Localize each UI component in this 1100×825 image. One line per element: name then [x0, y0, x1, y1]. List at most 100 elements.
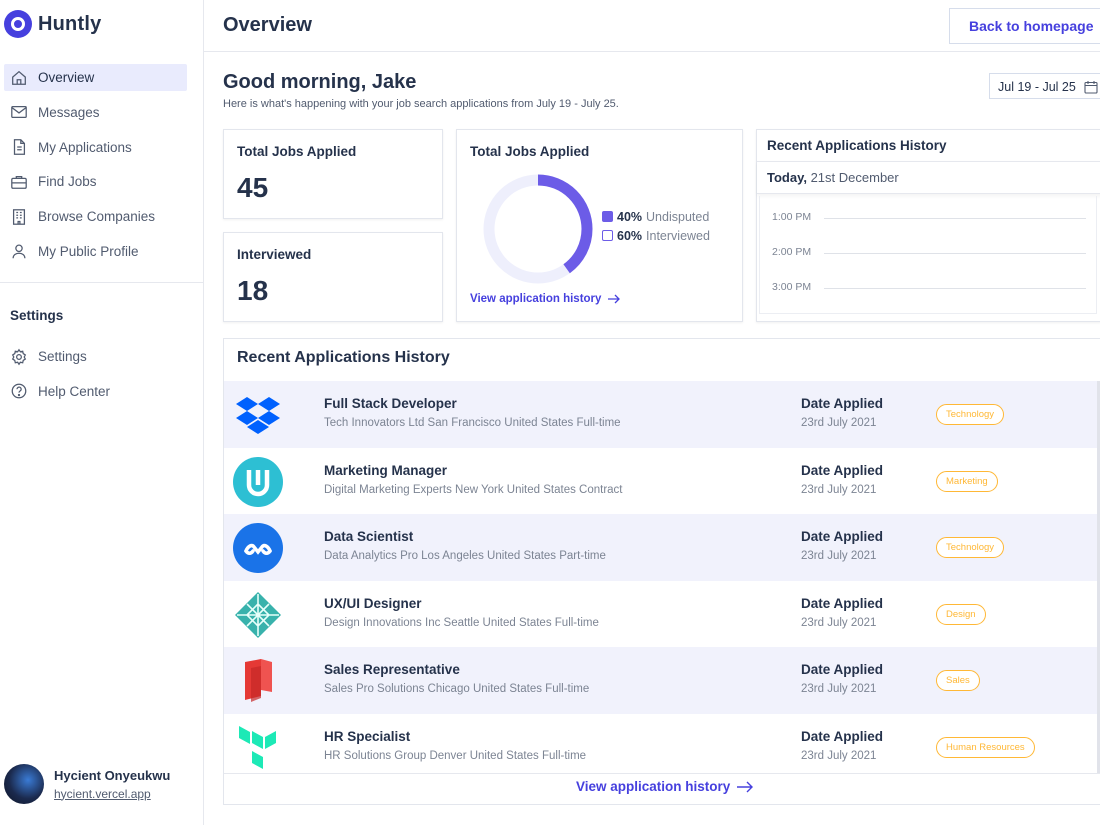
- view-application-history-link[interactable]: View application history: [576, 779, 754, 794]
- table-row[interactable]: Marketing Manager Digital Marketing Expe…: [224, 448, 1100, 515]
- home-icon: [12, 70, 26, 85]
- table-row[interactable]: Full Stack Developer Tech Innovators Ltd…: [224, 381, 1100, 448]
- list-scrollbar[interactable]: [1097, 381, 1100, 773]
- sidebar-item-find-jobs[interactable]: Find Jobs: [4, 168, 187, 195]
- time-line: [824, 253, 1086, 254]
- sidebar-item-messages[interactable]: Messages: [4, 99, 187, 126]
- job-meta: Design Innovations Inc Seattle United St…: [324, 616, 599, 629]
- sidebar-divider: [0, 282, 204, 283]
- sidebar-item-label: Settings: [38, 349, 87, 364]
- pages-logo: [232, 655, 284, 707]
- sidebar-item-settings[interactable]: Settings: [4, 343, 187, 370]
- legend-item-interviewed: 60% Interviewed: [602, 226, 710, 245]
- job-title: Sales Representative: [324, 662, 460, 678]
- time-line: [824, 288, 1086, 289]
- briefcase-icon: [11, 175, 27, 189]
- infinity-logo: [232, 522, 284, 574]
- date-label: Date Applied: [801, 396, 884, 411]
- settings-nav: Settings Help Center: [4, 343, 187, 413]
- legend-pct: 40%: [617, 209, 643, 224]
- donut-title: Total Jobs Applied: [470, 144, 590, 159]
- section-title: Recent Applications History: [237, 349, 450, 366]
- date-value: 23rd July 2021: [801, 550, 877, 563]
- sidebar-item-overview[interactable]: Overview: [4, 64, 187, 91]
- legend-label: Interviewed: [646, 228, 710, 243]
- category-tag: Technology: [936, 537, 1005, 559]
- udacity-logo: [232, 456, 284, 508]
- category-tag: Human Resources: [936, 737, 1035, 758]
- sidebar-item-my-public-profile[interactable]: My Public Profile: [4, 238, 187, 265]
- calendar-day-rest: 21st December: [806, 170, 899, 185]
- avatar: [4, 764, 44, 804]
- date-label: Date Applied: [801, 462, 884, 478]
- job-title: Data Scientist: [324, 529, 414, 545]
- brand-logo[interactable]: Huntly: [4, 10, 101, 38]
- profile-link[interactable]: hycient.vercel.app: [54, 786, 151, 801]
- time-slot: 1:00 PM: [772, 211, 811, 223]
- category-tag: Sales: [936, 670, 980, 692]
- date-value: 23rd July 2021: [801, 483, 877, 496]
- date-value: 23rd July 2021: [801, 750, 877, 762]
- time-label: 1:00 PM: [772, 211, 812, 223]
- table-row[interactable]: Data Scientist Data Analytics Pro Los An…: [224, 514, 1100, 581]
- time-line: [824, 218, 1086, 219]
- stat-card-interviewed: Interviewed 18: [223, 232, 443, 322]
- table-row[interactable]: UX/UI Designer Design Innovations Inc Se…: [224, 581, 1100, 648]
- sidebar-item-my-applications[interactable]: My Applications: [4, 134, 187, 161]
- sidebar-item-browse-companies[interactable]: Browse Companies: [4, 203, 187, 230]
- logo-icon: [4, 10, 32, 38]
- job-meta: Tech Innovators Ltd San Francisco United…: [324, 417, 621, 429]
- job-title: HR Specialist: [324, 729, 411, 744]
- back-to-homepage-button[interactable]: Back to homepage: [949, 8, 1100, 44]
- settings-section-title: Settings: [10, 308, 64, 323]
- table-row[interactable]: HR Specialist HR Solutions Group Denver …: [224, 714, 1100, 781]
- donut-segment-undisputed: [483, 174, 593, 284]
- stat-card-total-jobs: Total Jobs Applied 45: [223, 129, 443, 219]
- sidebar: Huntly Overview Messages My Applications…: [0, 0, 204, 825]
- category-tag: Design: [936, 603, 986, 625]
- legend-label: Undisputed: [646, 209, 710, 224]
- date-label: Date Applied: [801, 662, 884, 678]
- date-range-label: Jul 19 - Jul 25: [998, 80, 1076, 94]
- main-nav: Overview Messages My Applications Find J…: [4, 64, 187, 273]
- date-range-picker[interactable]: Jul 19 - Jul 25: [989, 73, 1100, 99]
- arrow-right-icon: [608, 294, 621, 304]
- date-label: Date Applied: [801, 595, 884, 611]
- category-tag: Marketing: [936, 470, 998, 492]
- document-icon: [13, 139, 26, 155]
- gear-icon: [11, 348, 27, 365]
- sidebar-item-label: Find Jobs: [38, 174, 97, 190]
- recent-applications-section: Recent Applications History Full Stack D…: [223, 338, 1100, 805]
- user-profile[interactable]: Hycient Onyeukwu hycient.vercel.app: [4, 764, 170, 804]
- greeting-subtitle: Here is what's happening with your job s…: [223, 98, 619, 110]
- date-label: Date Applied: [801, 729, 884, 744]
- job-meta: HR Solutions Group Denver United States …: [324, 750, 587, 762]
- view-application-history-link[interactable]: View application history: [470, 293, 621, 305]
- sidebar-item-label: My Applications: [38, 139, 132, 155]
- calendar-grid: 1:00 PM 2:00 PM 3:00 PM: [759, 196, 1097, 314]
- job-meta: Data Analytics Pro Los Angeles United St…: [324, 550, 606, 563]
- sidebar-item-help-center[interactable]: Help Center: [4, 378, 187, 405]
- category-tag: Technology: [936, 404, 1005, 425]
- arrow-right-icon: [737, 781, 754, 792]
- calendar-day-bar: Today, 21st December: [757, 161, 1100, 194]
- calendar-icon: [1084, 81, 1098, 94]
- donut-chart: [483, 174, 593, 284]
- time-slot: 3:00 PM: [772, 281, 811, 293]
- legend-swatch: [602, 211, 613, 222]
- date-value: 23rd July 2021: [801, 616, 877, 629]
- time-label: 2:00 PM: [772, 246, 812, 258]
- netlify-logo: [232, 589, 284, 641]
- stat-label: Interviewed: [237, 247, 312, 262]
- help-icon: [11, 383, 27, 399]
- date-value: 23rd July 2021: [801, 417, 877, 429]
- date-label: Date Applied: [801, 529, 884, 545]
- brand-name: Huntly: [38, 12, 102, 35]
- table-row[interactable]: Sales Representative Sales Pro Solutions…: [224, 647, 1100, 714]
- page-title: Overview: [223, 14, 312, 36]
- job-title: Marketing Manager: [324, 462, 448, 478]
- building-icon: [12, 208, 26, 225]
- calendar-day-bold: Today,: [767, 170, 807, 185]
- sidebar-item-label: Messages: [38, 104, 100, 120]
